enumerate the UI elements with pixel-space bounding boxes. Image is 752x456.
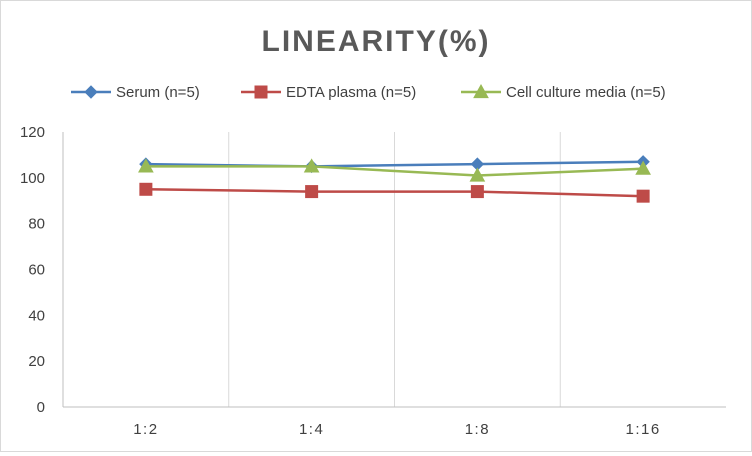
y-tick-label: 20 [28,353,45,370]
data-point [470,185,484,199]
legend-item-2: EDTA plasma (n=5) [241,84,416,101]
x-tick-label: 1:2 [133,421,158,438]
legend-item-1: Serum (n=5) [71,84,200,101]
series-layer [138,155,651,203]
data-point [469,167,486,182]
legend-swatch-marker [84,85,98,99]
y-tick-label: 100 [20,170,45,187]
series-3 [138,158,651,182]
legend-swatch-marker [473,83,489,99]
data-point [138,158,154,173]
legend-swatch-marker [254,85,268,99]
x-tick-label: 1:16 [626,421,661,438]
data-point [303,158,320,173]
data-point [636,189,650,203]
y-tick-label: 0 [37,399,45,416]
legend-item-3: Cell culture media (n=5) [461,83,666,101]
grid [228,132,561,407]
legend: Serum (n=5) EDTA plasma (n=5) Cell culture… [71,83,666,101]
x-tick-label: 1:4 [299,421,324,438]
legend-label: EDTA plasma (n=5) [286,84,416,101]
series-line [145,165,644,177]
axes: 0 20 40 60 80 100 120 1:2 1:4 1:8 1:16 [20,124,726,438]
data-point [635,160,651,175]
y-tick-label: 60 [28,262,45,279]
series-line [145,188,644,198]
y-tick-label: 80 [28,216,45,233]
legend-label: Cell culture media (n=5) [506,84,666,101]
y-tick-label: 40 [28,307,45,324]
series-2 [139,182,650,203]
data-point [305,185,319,199]
data-point [139,182,153,196]
chart-title: LINEARITY(%) [262,25,491,58]
legend-label: Serum (n=5) [116,84,200,101]
y-tick-label: 120 [20,124,45,141]
x-tick-label: 1:8 [465,421,490,438]
